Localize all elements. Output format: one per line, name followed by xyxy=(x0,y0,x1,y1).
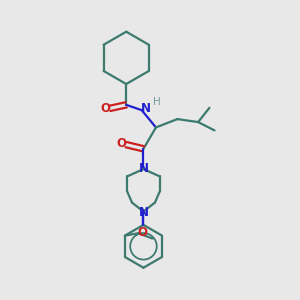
Text: O: O xyxy=(116,137,127,150)
Text: N: N xyxy=(139,162,148,175)
Text: H: H xyxy=(153,98,161,107)
Text: O: O xyxy=(100,102,110,115)
Text: N: N xyxy=(141,103,151,116)
Text: N: N xyxy=(139,206,148,219)
Text: O: O xyxy=(138,226,148,238)
